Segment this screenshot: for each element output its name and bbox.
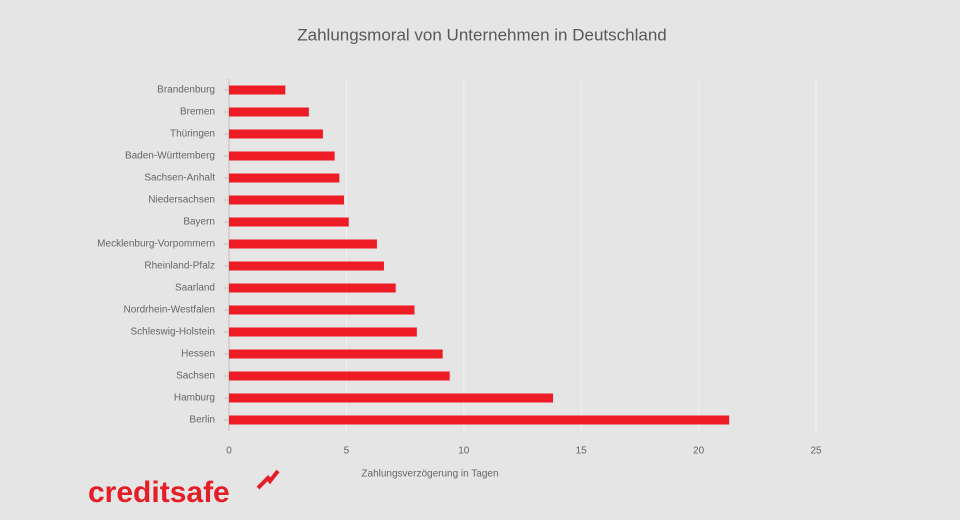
- x-tick-label: 15: [576, 446, 588, 457]
- chart-title: Zahlungsmoral von Unternehmen in Deutsch…: [297, 25, 666, 44]
- bar: [229, 261, 384, 271]
- bar: [229, 283, 396, 293]
- y-tick-label: Sachsen: [176, 371, 215, 382]
- bar: [229, 349, 443, 359]
- x-tick-label: 25: [810, 446, 822, 457]
- x-axis-label: Zahlungsverzögerung in Tagen: [361, 469, 498, 480]
- y-tick-label: Sachsen-Anhalt: [144, 173, 215, 184]
- bar: [229, 415, 730, 425]
- y-tick-label: Schleswig-Holstein: [131, 327, 215, 338]
- y-tick-label: Saarland: [175, 283, 215, 294]
- bar: [229, 217, 349, 227]
- bar: [229, 327, 417, 337]
- bar: [229, 371, 450, 381]
- logo-mark: [256, 469, 280, 490]
- bar: [229, 393, 554, 403]
- y-tick-label: Hamburg: [174, 393, 215, 404]
- bar: [229, 107, 309, 117]
- y-tick-label: Baden-Württemberg: [125, 151, 215, 162]
- x-tick-label: 5: [344, 446, 350, 457]
- x-tick-label: 0: [226, 446, 232, 457]
- bar: [229, 85, 286, 95]
- bar: [229, 173, 340, 183]
- y-tick-label: Thüringen: [170, 129, 215, 140]
- bar: [229, 151, 335, 161]
- y-tick-label: Nordrhein-Westfalen: [123, 305, 215, 316]
- x-tick-label: 10: [458, 446, 470, 457]
- bar: [229, 129, 323, 139]
- y-tick-label: Brandenburg: [157, 85, 215, 96]
- logo: creditsafe: [88, 476, 230, 509]
- bar: [229, 195, 345, 205]
- y-tick-label: Hessen: [181, 349, 215, 360]
- x-tick-label: 20: [693, 446, 705, 457]
- y-tick-label: Berlin: [189, 415, 215, 426]
- bar: [229, 305, 415, 315]
- y-tick-label: Bayern: [183, 217, 215, 228]
- y-tick-label: Rheinland-Pfalz: [144, 261, 215, 272]
- y-tick-label: Bremen: [180, 107, 215, 118]
- y-tick-label: Mecklenburg-Vorpommern: [97, 239, 215, 250]
- bar: [229, 239, 377, 249]
- y-tick-label: Niedersachsen: [148, 195, 215, 206]
